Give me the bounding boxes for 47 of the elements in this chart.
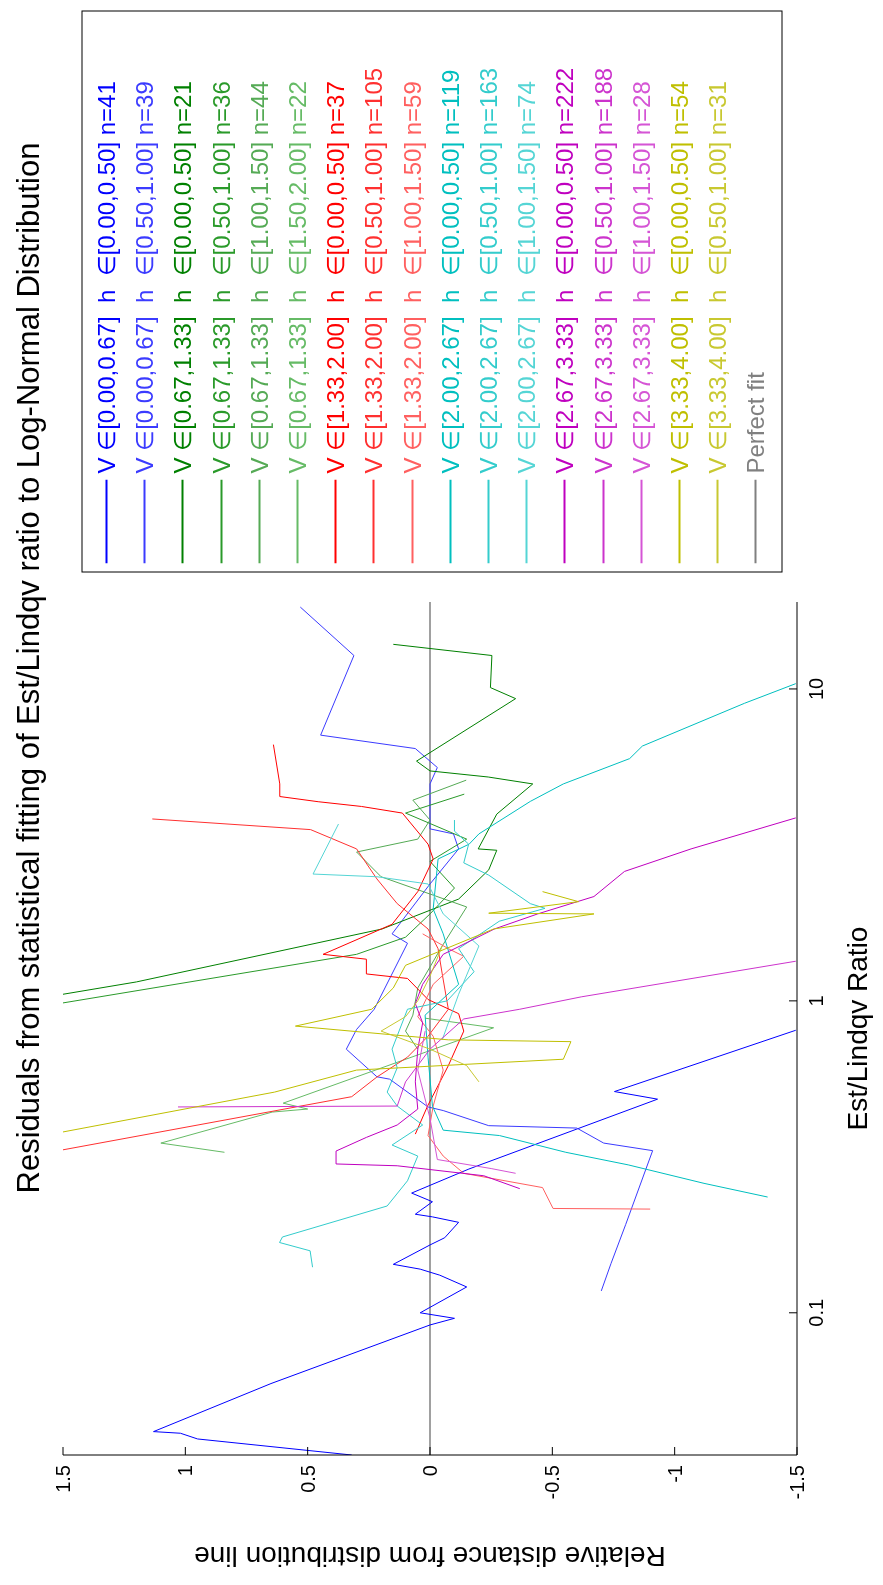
line-series <box>356 779 468 1050</box>
text: V ∈[0.67,1.33] h ∈[1.50,2.00] n=22 <box>283 80 312 473</box>
text: V ∈[0.67,1.33] h ∈[0.00,0.50] n=21 <box>168 80 197 473</box>
text: V ∈[3.33,4.00] h ∈[0.50,1.00] n=31 <box>703 80 732 473</box>
x-tick-label: -0.5 <box>541 1465 564 1500</box>
ref-line-label: Perfect fit <box>741 371 770 473</box>
x-tick-label: -1.5 <box>786 1465 808 1500</box>
text: V ∈[0.00,0.67] h ∈[0.00,0.50] n=41 <box>92 80 121 473</box>
text: Residuals from statistical fitting of Est/Lindqv ratio to Log-Normal Distribution <box>10 141 47 1196</box>
line-series <box>63 818 449 1151</box>
text: V ∈[2.67,3.33] h ∈[1.00,1.50] n=28 <box>627 80 656 473</box>
x-tick-label: 1 <box>174 1465 197 1477</box>
text: V ∈[2.67,3.33] h ∈[0.00,0.50] n=222 <box>550 67 579 473</box>
line-series <box>63 891 595 1133</box>
text: V ∈[1.33,2.00] h ∈[1.00,1.50] n=59 <box>398 80 427 473</box>
text: V ∈[3.33,4.00] h ∈[0.00,0.50] n=54 <box>665 80 694 473</box>
x-tick-label: 0.5 <box>296 1465 319 1493</box>
line-series <box>424 683 797 1198</box>
x-tick-label: 1.5 <box>52 1465 74 1493</box>
text: V ∈[0.67,1.33] h ∈[0.50,1.00] n=36 <box>207 80 236 473</box>
line-series <box>63 643 534 995</box>
x-axis-title: Relative distance from distribution line <box>194 1541 666 1572</box>
y-tick-label: 10 <box>805 677 828 701</box>
line-series <box>417 1030 517 1174</box>
y-tick-label: 0.1 <box>805 1298 828 1327</box>
line-series <box>417 933 651 1210</box>
text: V ∈[2.67,3.33] h ∈[0.50,1.00] n=188 <box>589 67 618 473</box>
text: V ∈[0.67,1.33] h ∈[1.00,1.50] n=44 <box>245 80 274 473</box>
text: V ∈[1.33,2.00] h ∈[0.50,1.00] n=105 <box>359 67 388 473</box>
line-series <box>299 606 654 1292</box>
y-axis-title: Est/Lindqv Ratio <box>841 926 873 1131</box>
line-series <box>177 960 797 1108</box>
text: V ∈[2.00,2.67] h ∈[1.00,1.50] n=74 <box>512 80 541 473</box>
x-tick-label: 0 <box>419 1465 441 1477</box>
x-tick-label: -1 <box>663 1465 686 1483</box>
text: V ∈[0.00,0.67] h ∈[0.50,1.00] n=39 <box>130 80 159 473</box>
line-series <box>63 793 468 1004</box>
line-series <box>153 1029 797 1455</box>
text: V ∈[2.00,2.67] h ∈[0.00,0.50] n=119 <box>436 69 465 473</box>
line-series <box>160 1017 495 1153</box>
text: V ∈[1.33,2.00] h ∈[0.00,0.50] n=37 <box>321 80 350 473</box>
line-series <box>272 744 465 1135</box>
line-series <box>380 945 480 1083</box>
y-tick-label: 1 <box>805 995 828 1007</box>
line-series <box>279 819 546 1268</box>
text: V ∈[2.00,2.67] h ∈[0.50,1.00] n=163 <box>474 67 503 473</box>
line-series <box>335 817 797 1190</box>
